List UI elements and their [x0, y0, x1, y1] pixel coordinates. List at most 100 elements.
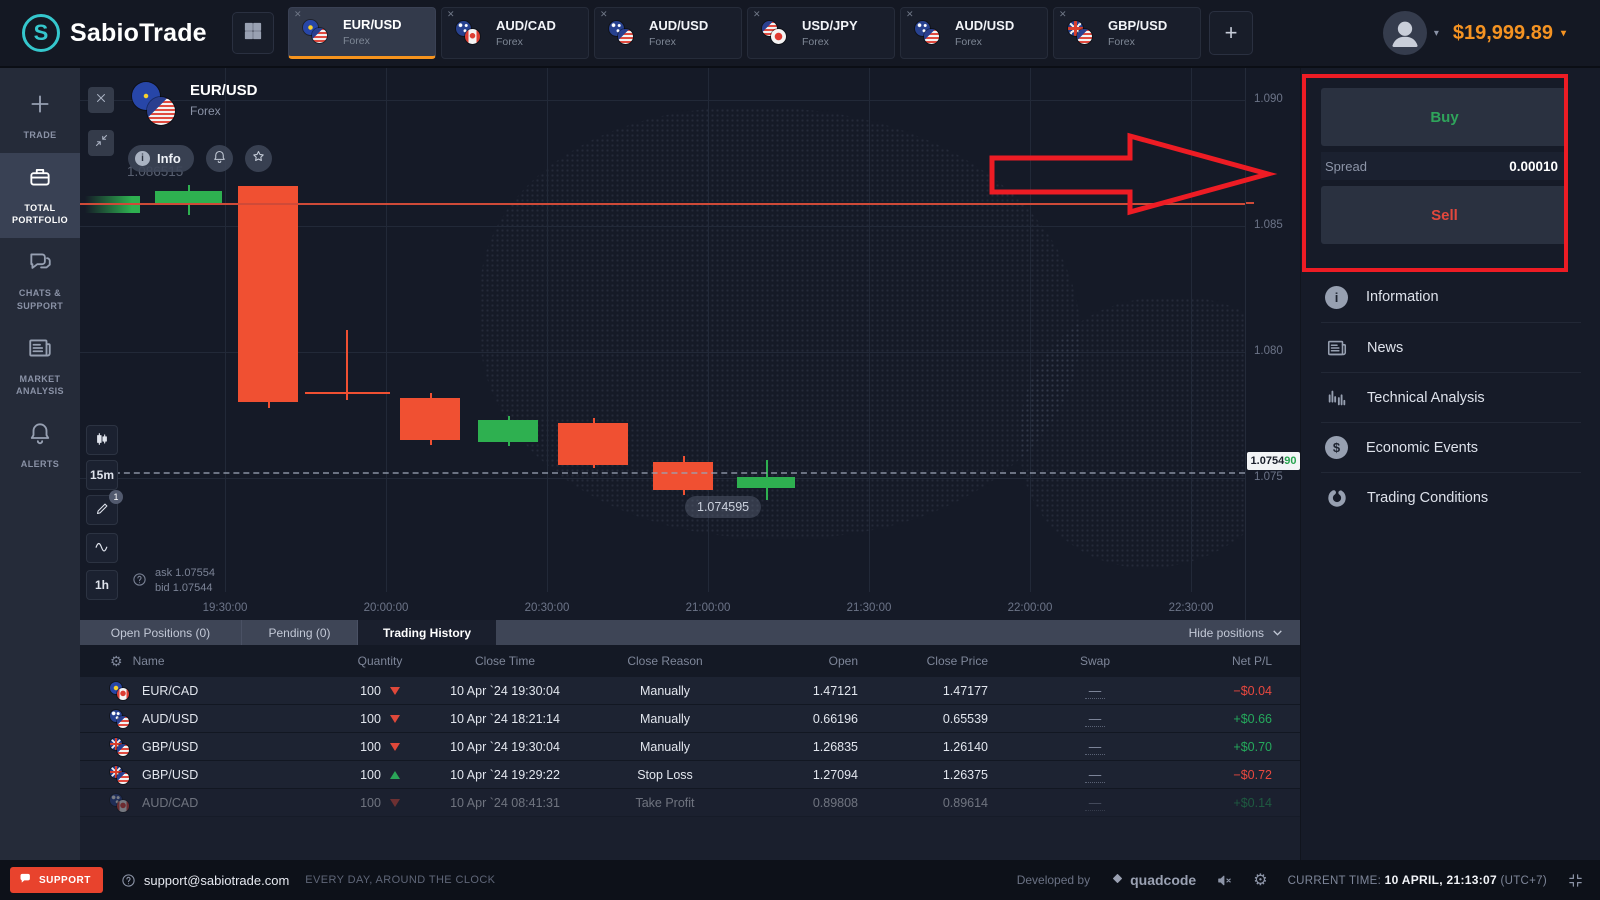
buy-button[interactable]: Buy: [1321, 88, 1568, 146]
pair-flags: [915, 20, 945, 46]
favorite-star-button[interactable]: [244, 145, 272, 172]
cell-swap: —: [1000, 711, 1190, 727]
avatar[interactable]: [1382, 11, 1427, 55]
profile-menu[interactable]: ▾: [1382, 11, 1439, 55]
cell-quantity: 100: [320, 796, 440, 810]
column-header-close-reason[interactable]: Close Reason: [627, 654, 703, 668]
time-tick-label: 21:30:00: [846, 602, 892, 614]
sidebar-item-alerts[interactable]: ALERTS: [0, 409, 80, 482]
balance-menu[interactable]: $19,999.89 ▾: [1453, 22, 1566, 45]
sidebar-item-total-portfolio[interactable]: TOTAL PORTFOLIO: [0, 153, 80, 239]
sidebar-item-trade[interactable]: TRADE: [0, 80, 80, 153]
sidebar-item-market-analysis[interactable]: MARKET ANALYSIS: [0, 324, 80, 409]
developer-logo[interactable]: quadcode: [1110, 871, 1196, 889]
fullscreen-toggle-button[interactable]: [1567, 872, 1584, 889]
plus-icon: [27, 91, 53, 122]
sidebar-item-chats-support[interactable]: CHATS & SUPPORT: [0, 238, 80, 323]
sidebar-item-label: TRADE: [23, 130, 57, 140]
close-chart-button[interactable]: [88, 87, 114, 113]
pair-tab-aud-usd[interactable]: ✕ AUD/USD Forex: [900, 7, 1048, 59]
sound-muted-button[interactable]: [1216, 872, 1233, 889]
sidebar: TRADE TOTAL PORTFOLIO CHATS & SUPPORT MARKE…: [0, 68, 80, 860]
sell-button[interactable]: Sell: [1321, 186, 1568, 244]
grid-vline: [547, 68, 548, 592]
pair-tab-usd-jpy[interactable]: ✕ USD/JPY Forex: [747, 7, 895, 59]
table-row[interactable]: GBP/USD 100 10 Apr `24 19:30:04 Manually 1.2…: [80, 733, 1300, 761]
collapse-chart-button[interactable]: [88, 130, 114, 156]
tab-trading-history[interactable]: Trading History: [358, 620, 496, 645]
ring-icon: [1325, 487, 1349, 509]
add-tab-button[interactable]: +: [1209, 11, 1253, 55]
table-body: EUR/CAD 100 10 Apr `24 19:30:04 Manually 1.4…: [80, 677, 1300, 817]
hide-positions-button[interactable]: Hide positions: [1189, 620, 1300, 645]
pair-flags: [1068, 20, 1098, 46]
column-header-close-price[interactable]: Close Price: [926, 654, 988, 668]
column-header-net-p-l[interactable]: Net P/L: [1231, 654, 1272, 668]
close-icon[interactable]: ✕: [600, 9, 608, 19]
cell-name: AUD/CAD: [80, 793, 320, 812]
close-icon[interactable]: ✕: [294, 9, 302, 19]
pair-flags: [762, 20, 792, 46]
menu-item-technical-analysis[interactable]: Technical Analysis: [1321, 372, 1581, 422]
sell-triangle-icon: [389, 714, 400, 723]
table-row[interactable]: AUD/CAD 100 10 Apr `24 08:41:31 Take Profit…: [80, 789, 1300, 817]
pair-tab-eur-usd[interactable]: ✕ EUR/USD Forex: [288, 7, 436, 59]
dollar-circle-icon: $: [1325, 436, 1348, 459]
info-label: Info: [157, 151, 181, 166]
support-button[interactable]: SUPPORT: [10, 867, 103, 893]
menu-item-news[interactable]: News: [1321, 322, 1581, 372]
alert-bell-button[interactable]: [205, 145, 233, 172]
table-row[interactable]: EUR/CAD 100 10 Apr `24 19:30:04 Manually 1.4…: [80, 677, 1300, 705]
price-tick-label: 1.080: [1254, 345, 1283, 357]
close-icon[interactable]: ✕: [447, 9, 455, 19]
help-icon[interactable]: [132, 572, 147, 590]
cell-close-reason: Stop Loss: [637, 767, 693, 782]
price-axis[interactable]: 1.0754 90 1.090 1.085 1.080 1.075: [1245, 68, 1300, 620]
time-tick-label: 21:00:00: [685, 602, 731, 614]
menu-item-trading-conditions[interactable]: Trading Conditions: [1321, 472, 1581, 522]
cell-swap: —: [1000, 767, 1190, 783]
spread-row: Spread 0.00010: [1321, 152, 1568, 180]
tab-open-positions-[interactable]: Open Positions (0): [80, 620, 242, 645]
pair-tab-aud-cad[interactable]: ✕ AUD/CAD Forex: [441, 7, 589, 59]
column-header-name[interactable]: ⚙ Name: [80, 653, 320, 670]
tab-pair-label: AUD/USD: [649, 18, 709, 33]
close-icon[interactable]: ✕: [1059, 9, 1067, 19]
timeframe-1h-button[interactable]: 1h: [86, 570, 118, 600]
pair-label: GBP/USD: [142, 767, 199, 782]
support-email[interactable]: support@sabiotrade.com: [121, 873, 289, 888]
chart-type-button[interactable]: [86, 425, 118, 455]
column-header-open[interactable]: Open: [828, 654, 858, 668]
asset-grid-button[interactable]: [232, 12, 274, 54]
draw-tool-button[interactable]: 1: [86, 490, 123, 525]
table-row[interactable]: GBP/USD 100 10 Apr `24 19:29:22 Stop Loss 1.…: [80, 761, 1300, 789]
settings-gear-icon[interactable]: ⚙: [110, 652, 123, 669]
tab-pair-label: EUR/USD: [343, 17, 402, 32]
pair-tab-aud-usd[interactable]: ✕ AUD/USD Forex: [594, 7, 742, 59]
cell-close-reason: Manually: [639, 683, 691, 698]
close-icon[interactable]: ✕: [906, 9, 914, 19]
menu-item-label: Trading Conditions: [1367, 489, 1489, 506]
sidebar-item-label: TOTAL PORTFOLIO: [11, 203, 69, 226]
app-logo[interactable]: S SabioTrade: [0, 14, 232, 52]
column-header-swap[interactable]: Swap: [1079, 654, 1111, 668]
column-header-close-time[interactable]: Close Time: [474, 654, 536, 668]
buy-triangle-icon: [389, 770, 400, 779]
developer-name: quadcode: [1130, 872, 1197, 888]
menu-item-economic-events[interactable]: $ Economic Events: [1321, 422, 1581, 472]
info-button[interactable]: i Info: [128, 145, 194, 172]
tab-pending-[interactable]: Pending (0): [242, 620, 358, 645]
pair-label: GBP/USD: [142, 739, 199, 754]
menu-item-information[interactable]: i Information: [1321, 272, 1581, 322]
us-flag-icon: [618, 29, 633, 44]
table-row[interactable]: AUD/USD 100 10 Apr `24 18:21:14 Manually 0.6…: [80, 705, 1300, 733]
settings-gear-button[interactable]: ⚙: [1253, 872, 1268, 889]
indicator-tool-button[interactable]: [86, 533, 118, 563]
close-icon[interactable]: ✕: [753, 9, 761, 19]
pair-tab-gbp-usd[interactable]: ✕ GBP/USD Forex: [1053, 7, 1201, 59]
current-price-tag: 1.0754 90: [1247, 452, 1300, 470]
column-header-quantity[interactable]: Quantity: [357, 654, 403, 668]
timeframe-15m-button[interactable]: 15m: [86, 460, 118, 490]
spread-value: 0.00010: [1509, 158, 1558, 174]
